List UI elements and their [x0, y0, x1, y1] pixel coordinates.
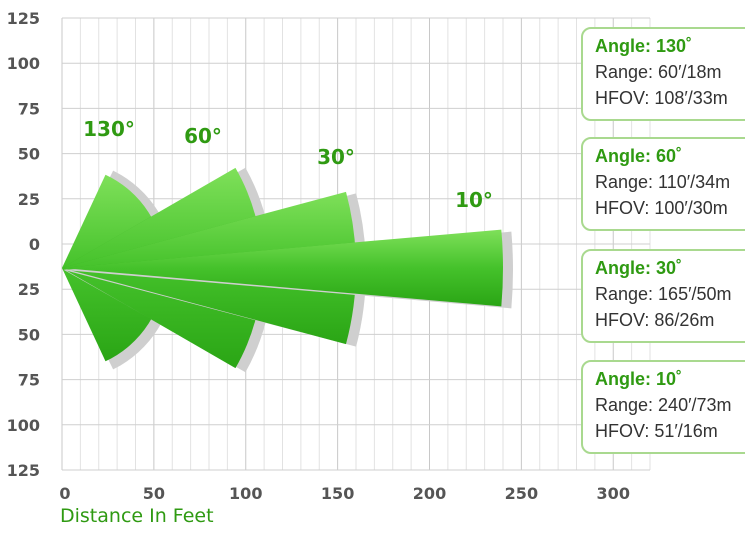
spec-angle: Angle: 10˚ — [595, 369, 683, 389]
y-tick-label: 100 — [7, 416, 40, 435]
y-tick-label: 50 — [18, 145, 40, 164]
x-tick-label: 200 — [413, 484, 446, 503]
spec-angle: Angle: 130˚ — [595, 36, 693, 56]
y-tick-label: 75 — [18, 99, 40, 118]
y-tick-label: 125 — [7, 461, 40, 480]
angle-label-60: 60° — [184, 124, 222, 148]
spec-hfov: HFOV: 86/26m — [595, 310, 715, 330]
y-tick-label: 25 — [18, 280, 40, 299]
spec-hfov: HFOV: 100′/30m — [595, 198, 728, 218]
fan-10 — [62, 229, 503, 307]
y-tick-label: 75 — [18, 371, 40, 390]
angle-label-30: 30° — [317, 145, 355, 169]
x-tick-label: 300 — [597, 484, 630, 503]
y-tick-label: 125 — [7, 9, 40, 28]
x-tick-label: 50 — [143, 484, 165, 503]
y-tick-label: 50 — [18, 325, 40, 344]
spec-box-60: Angle: 60˚ Range: 110′/34m HFOV: 100′/30… — [581, 137, 745, 231]
x-tick-label: 0 — [59, 484, 70, 503]
x-tick-label: 150 — [321, 484, 354, 503]
angle-label-10: 10° — [455, 188, 493, 212]
spec-box-130: Angle: 130˚ Range: 60′/18m HFOV: 108′/33… — [581, 27, 745, 121]
y-tick-label: 25 — [18, 190, 40, 209]
spec-angle: Angle: 30˚ — [595, 258, 683, 278]
spec-range: Range: 240′/73m — [595, 395, 732, 415]
spec-range: Range: 165′/50m — [595, 284, 732, 304]
spec-box-30: Angle: 30˚ Range: 165′/50m HFOV: 86/26m — [581, 249, 745, 343]
y-tick-label: 100 — [7, 54, 40, 73]
x-axis-label: Distance In Feet — [60, 505, 214, 527]
x-tick-label: 100 — [229, 484, 262, 503]
spec-hfov: HFOV: 51′/16m — [595, 421, 718, 441]
x-tick-label: 250 — [505, 484, 538, 503]
spec-angle: Angle: 60˚ — [595, 146, 683, 166]
y-tick-label: 0 — [29, 235, 40, 254]
spec-box-10: Angle: 10˚ Range: 240′/73m HFOV: 51′/16m — [581, 360, 745, 454]
spec-hfov: HFOV: 108′/33m — [595, 88, 728, 108]
spec-range: Range: 110′/34m — [595, 172, 731, 192]
spec-range: Range: 60′/18m — [595, 62, 722, 82]
angle-label-130: 130° — [83, 117, 135, 141]
